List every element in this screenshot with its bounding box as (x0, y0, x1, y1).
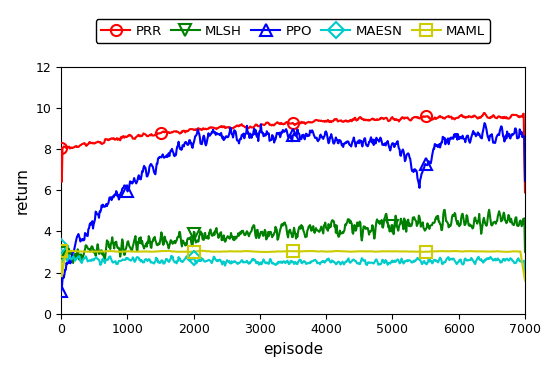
Legend: PRR, MLSH, PPO, MAESN, MAML: PRR, MLSH, PPO, MAESN, MAML (96, 19, 490, 43)
Y-axis label: return: return (15, 167, 30, 214)
X-axis label: episode: episode (263, 342, 323, 357)
